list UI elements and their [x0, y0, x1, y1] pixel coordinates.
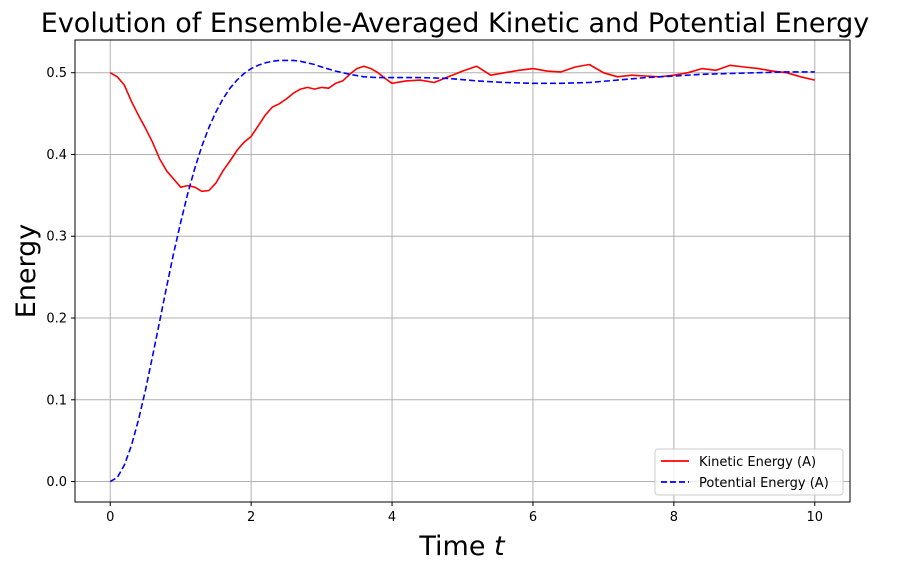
x-axis-label-main: Time: [418, 531, 494, 562]
legend-label-kinetic: Kinetic Energy (A): [699, 455, 816, 470]
series-lines: [109, 59, 815, 483]
legend-label-potential: Potential Energy (A): [699, 476, 829, 491]
chart-title: Evolution of Ensemble-Averaged Kinetic a…: [41, 8, 869, 39]
x-tick-label: 2: [247, 510, 255, 525]
y-axis-label: Energy: [11, 224, 42, 319]
legend: Kinetic Energy (A) Potential Energy (A): [654, 448, 844, 496]
y-tick-label: 0.2: [46, 312, 67, 327]
x-tick-label: 8: [670, 510, 678, 525]
y-tick-label: 0.3: [46, 230, 67, 245]
plot-frame: [74, 39, 851, 503]
x-tick-label: 10: [806, 510, 823, 525]
grid: [75, 40, 850, 502]
y-tick-label: 0.5: [46, 66, 67, 81]
ticks: 0 2 4 6 8 10 0.0 0.1 0.2 0.3 0.4 0.5: [46, 66, 823, 525]
x-tick-label: 4: [388, 510, 396, 525]
x-tick-label: 0: [106, 510, 114, 525]
legend-box: [654, 448, 844, 496]
x-tick-label: 6: [529, 510, 537, 525]
y-tick-label: 0.0: [46, 475, 67, 490]
series-line-potential: [109, 59, 815, 483]
x-axis-label: Time t: [418, 531, 506, 562]
x-axis-label-var: t: [494, 531, 506, 562]
y-tick-label: 0.1: [46, 393, 67, 408]
y-tick-label: 0.4: [46, 148, 67, 163]
series-line-kinetic: [109, 63, 815, 193]
